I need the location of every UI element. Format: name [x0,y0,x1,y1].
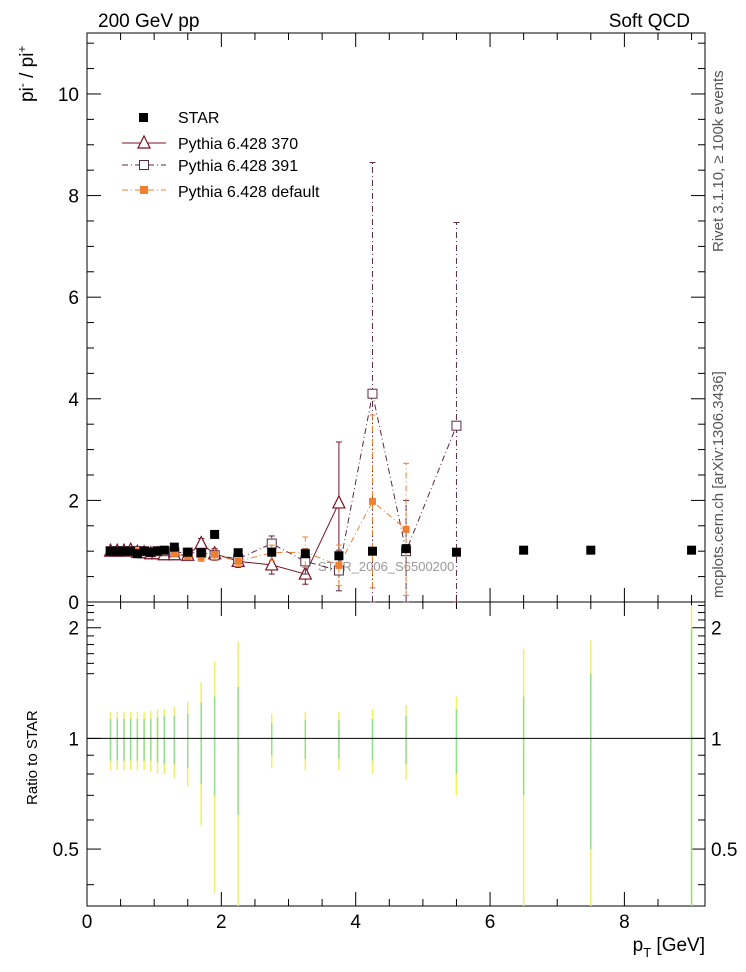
data-point [451,547,461,557]
legend-label-370: Pythia 6.428 370 [178,136,298,153]
data-point [335,561,343,569]
data-point [367,546,377,556]
data-point [126,546,136,556]
data-point [119,546,129,556]
data-point [586,545,596,555]
main-ytick-label: 4 [68,390,79,411]
data-point [153,546,163,556]
legend-label-star: STAR [178,110,219,127]
legend-label-default: Pythia 6.428 default [178,184,320,201]
legend-marker-370 [137,134,151,149]
ratio-panel-frame [86,601,706,907]
data-point [106,546,116,556]
data-point [196,548,206,558]
legend-marker-star [139,113,148,122]
main-axes: 0 2 4 6 8 10 [58,33,705,906]
series-line [110,393,457,572]
data-point [687,545,697,555]
main-ytick-label: 10 [58,85,79,106]
ratio-ytick-label-right: 0.5 [711,840,737,861]
series-layer [103,162,697,603]
ratio-bands [109,605,693,906]
data-point [183,547,193,557]
data-point [194,535,209,550]
ratio-ytick-label-right: 2 [711,619,722,640]
series-0 [106,529,697,561]
data-point [139,546,149,556]
legend-label-391: Pythia 6.428 391 [178,158,298,175]
rivet-label: Rivet 3.1.10, ≥ 100k events [710,70,727,252]
data-point [367,388,378,399]
mcplots-label: mcplots.cern.ch [arXiv:1306.3436] [710,371,727,598]
analysis-watermark: STAR_2006_S6500200 [318,559,454,574]
data-point [519,545,529,555]
series-2 [105,162,462,603]
legend: STAR Pythia 6.428 370 Pythia 6.428 391 P… [122,110,320,201]
ratio-ytick-label-right: 1 [711,729,722,750]
data-point [264,556,279,571]
data-point [169,542,179,552]
xaxis-label: pT [GeV] [633,935,705,960]
data-point [368,497,376,505]
main-ytick-label: 2 [68,491,79,512]
main-ylabel: pi- / pi+ [15,46,38,102]
legend-marker-default [140,186,148,194]
ratio-ylabel: Ratio to STAR [24,710,41,805]
data-point [334,551,344,561]
data-point [267,547,277,557]
data-point [159,545,169,555]
data-point [210,529,220,539]
ratio-ytick-label: 1 [68,729,79,750]
main-ytick-label: 8 [68,187,79,208]
ratio-axes: 0.5 0.5 1 1 2 2 0 2 4 6 8 [53,604,737,933]
header-left: 200 GeV pp [98,11,199,32]
main-ytick-label: 6 [68,288,79,309]
xtick-label: 4 [350,912,361,933]
data-point [197,553,205,561]
legend-marker-391 [139,160,149,170]
main-ytick-label: 0 [68,593,79,614]
xtick-label: 8 [619,912,630,933]
data-point [170,550,178,558]
xtick-label: 2 [216,912,227,933]
ratio-ytick-label: 0.5 [53,840,79,861]
data-point [132,549,142,559]
header-right: Soft QCD [609,11,690,32]
data-point [402,525,410,533]
data-point [112,546,122,556]
data-point [331,494,346,509]
data-point [211,551,219,559]
data-point [233,548,243,558]
xtick-label: 0 [82,912,93,933]
data-point [146,547,156,557]
data-point [451,420,462,431]
data-point [234,557,242,565]
xtick-label: 6 [485,912,496,933]
data-point [401,544,411,554]
data-point [300,549,310,559]
ratio-ytick-label: 2 [68,619,79,640]
